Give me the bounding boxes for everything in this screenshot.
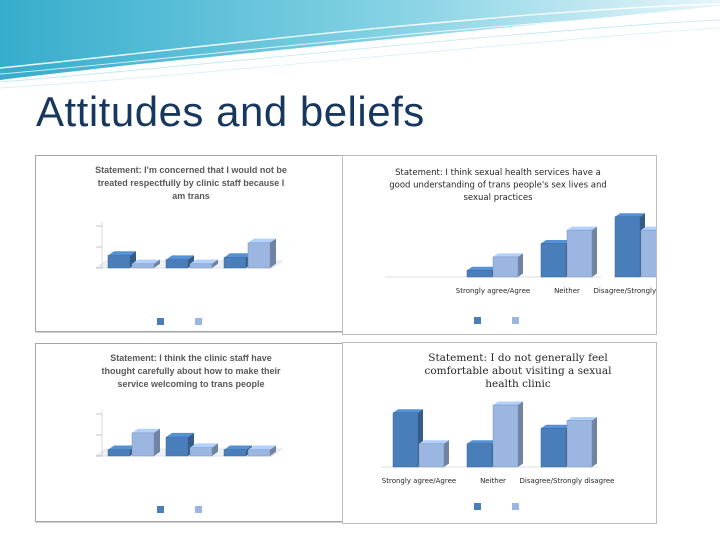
bar-top-post-1 — [190, 443, 218, 448]
bar-top-pre-1 — [166, 432, 194, 438]
x-category-label: Disagree/Strongly disagree — [520, 477, 615, 485]
bar-side-post-2 — [592, 417, 597, 467]
bar-pre-1 — [165, 436, 189, 457]
bar-post-1 — [566, 229, 593, 278]
bar-top-post-0 — [132, 428, 160, 433]
bar-side-post-0 — [518, 253, 523, 277]
bar-top-pre-2 — [541, 424, 571, 429]
bar-pre-0 — [107, 449, 131, 457]
x-category-label: Strongly agree/Agree — [456, 287, 530, 295]
chart-service-welcoming: Statement: I think the clinic staff have… — [35, 343, 345, 522]
chart-understanding-sex-lives: Statement: I think sexual health service… — [342, 155, 657, 335]
bar-top-post-0 — [132, 259, 160, 264]
bar-post-2 — [247, 449, 271, 457]
bar-post-1 — [189, 447, 213, 457]
chart-canvas: Statement: I think the clinic staff have… — [95, 353, 283, 513]
bar-post-0 — [131, 263, 155, 269]
bar-post-0 — [492, 256, 519, 278]
chart-title-line: comfortable about visiting a sexual — [424, 365, 612, 377]
bar-top-pre-0 — [467, 266, 497, 271]
x-category-label: Strongly agree/Agree — [382, 477, 456, 485]
bar-top-post-1 — [567, 226, 597, 231]
legend-swatch-pre — [474, 503, 481, 510]
bar-side-post-1 — [592, 226, 597, 277]
bar-pre-0 — [392, 412, 419, 468]
bar-pre-1 — [466, 443, 493, 468]
bar-top-post-2 — [248, 238, 276, 243]
bar-pre-1 — [165, 259, 189, 269]
chart-title-line: treated respectfully by clinic staff bec… — [98, 178, 285, 188]
bar-side-post-2 — [270, 238, 276, 268]
chart-canvas: Statement: I think sexual health service… — [385, 168, 656, 324]
bar-post-2 — [566, 420, 593, 468]
bar-top-post-0 — [493, 253, 523, 257]
x-category-label: Neither — [480, 477, 506, 485]
slide-title: Attitudes and beliefs — [36, 88, 425, 135]
bar-side-post-0 — [154, 259, 160, 268]
bar-top-post-2 — [567, 417, 597, 421]
bar-pre-2 — [223, 449, 247, 457]
bar-post-0 — [131, 432, 155, 457]
bar-pre-0 — [107, 255, 131, 269]
chart-title-line: thought carefully about how to make thei… — [101, 366, 281, 376]
legend-swatch-post — [195, 506, 202, 513]
bar-top-post-1 — [190, 259, 218, 264]
bar-top-pre-2 — [615, 213, 645, 217]
bar-pre-2 — [540, 428, 567, 468]
bar-side-post-0 — [154, 428, 160, 456]
bar-top-pre-0 — [108, 445, 136, 450]
bar-side-post-0 — [444, 440, 449, 467]
bar-pre-1 — [540, 243, 567, 278]
legend-swatch-post — [512, 503, 519, 510]
bar-top-pre-0 — [108, 251, 136, 256]
legend-swatch-post — [195, 318, 202, 325]
bar-top-pre-2 — [224, 445, 252, 450]
legend-swatch-pre — [474, 317, 481, 324]
bar-top-post-2 — [248, 445, 276, 450]
chart-canvas: Statement: I do not generally feelcomfor… — [381, 352, 615, 510]
bar-post-2 — [247, 242, 271, 269]
legend-swatch-pre — [157, 506, 164, 513]
bar-post-1 — [189, 263, 213, 269]
bar-side-post-1 — [518, 401, 523, 467]
chart-comfortable-visiting: Statement: I do not generally feel comfor… — [342, 342, 657, 524]
legend-swatch-post — [512, 317, 519, 324]
bar-post-2 — [640, 229, 656, 278]
chart-treated-respectfully: Statement: I'm concerned that I would no… — [35, 155, 345, 332]
bar-side-post-2 — [270, 445, 276, 456]
chart-title-line: health clinic — [485, 378, 551, 390]
legend-swatch-pre — [157, 318, 164, 325]
bar-top-pre-1 — [541, 240, 571, 244]
chart-canvas: Statement: I'm concerned that I would no… — [95, 165, 287, 325]
bar-top-post-2 — [641, 226, 656, 231]
bar-top-pre-1 — [467, 440, 497, 444]
bar-side-post-1 — [212, 259, 218, 268]
bar-top-pre-0 — [393, 409, 423, 413]
chart-title-line: sexual practices — [464, 193, 534, 203]
bar-top-pre-2 — [224, 253, 252, 258]
bar-top-post-1 — [493, 401, 523, 405]
chart-title-line: Statement: I'm concerned that I would no… — [95, 165, 287, 175]
bar-top-pre-1 — [166, 255, 194, 260]
x-category-label: Neither — [554, 287, 580, 295]
x-category-label: Disagree/Strongly disagree — [594, 287, 656, 295]
chart-title-line: good understanding of trans people's sex… — [389, 181, 606, 191]
chart-title-line: Statement: I do not generally feel — [428, 352, 608, 364]
bar-post-1 — [492, 404, 519, 468]
chart-title-line: Statement: I think the clinic staff have — [110, 353, 272, 363]
header-banner — [0, 0, 720, 89]
chart-title-line: am trans — [172, 191, 210, 201]
bar-top-post-0 — [419, 440, 449, 444]
chart-title-line: Statement: I think sexual health service… — [395, 168, 601, 178]
bar-pre-2 — [223, 257, 247, 269]
bar-pre-2 — [614, 216, 641, 278]
bar-post-0 — [418, 443, 445, 468]
chart-title-line: service welcoming to trans people — [117, 379, 264, 389]
bar-pre-0 — [466, 270, 493, 278]
